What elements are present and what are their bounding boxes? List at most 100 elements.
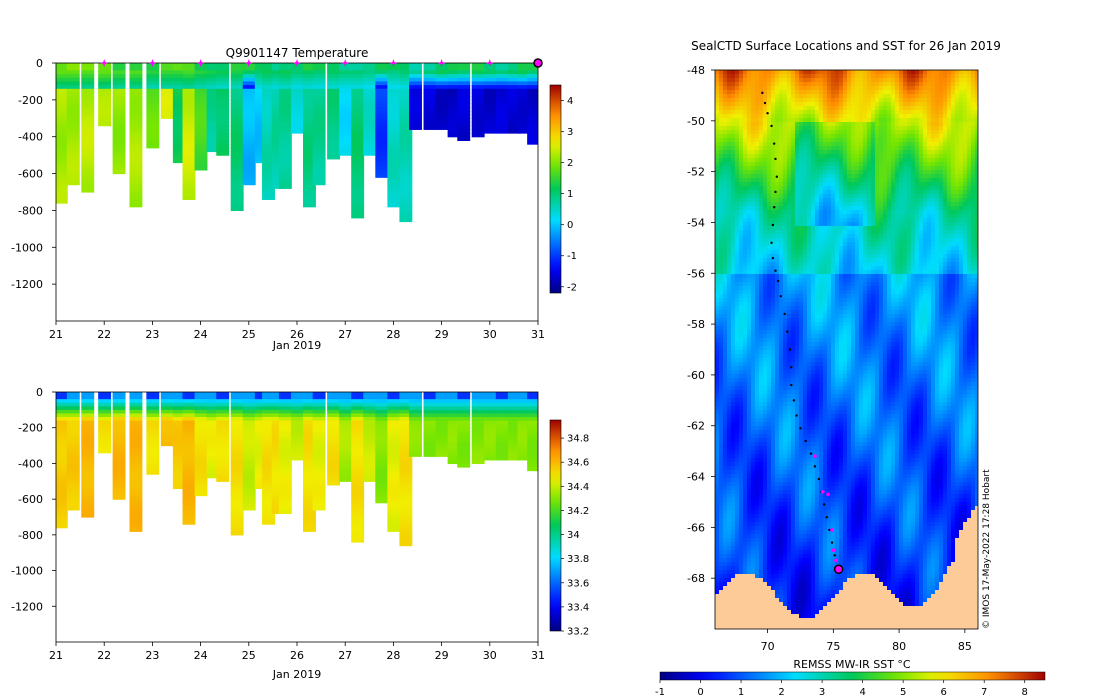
heatmap-cell [262, 452, 275, 457]
heatmap-cell [112, 470, 126, 475]
sst-pixel [747, 118, 752, 123]
heatmap-cell [206, 107, 220, 112]
sst-pixel [723, 114, 728, 119]
sst-pixel [827, 126, 832, 131]
heatmap-cell [242, 463, 256, 468]
heatmap-cell [230, 85, 244, 90]
sst-pixel [895, 210, 900, 215]
heatmap-cell [182, 125, 196, 130]
heatmap-cell [507, 63, 521, 68]
sst-pixel [767, 222, 772, 227]
heatmap-cell [351, 492, 365, 497]
heatmap-cell [517, 449, 531, 454]
sst-pixel [927, 154, 932, 159]
sst-pixel [879, 78, 884, 83]
sst-pixel [975, 218, 978, 223]
heatmap-cell [271, 420, 285, 425]
sst-pixel [963, 158, 968, 163]
heatmap-cell [146, 85, 160, 90]
sst-pixel [839, 102, 844, 107]
heatmap-cell [112, 66, 126, 71]
sst-pixel [919, 202, 924, 207]
sst-pixel [727, 74, 732, 79]
sst-pixel [767, 150, 772, 155]
heatmap-cell [339, 459, 353, 465]
heatmap-cell [66, 431, 80, 436]
sst-pixel [867, 78, 872, 83]
heatmap-cell [56, 399, 68, 404]
heatmap-cell [242, 147, 256, 153]
heatmap-cell [495, 110, 509, 116]
colorbar-tick-label: 34.6 [567, 458, 589, 469]
sst-pixel [723, 186, 728, 191]
sst-pixel [847, 130, 852, 135]
sst-pixel [779, 114, 784, 119]
sst-pixel [935, 106, 940, 111]
sst-pixel [911, 166, 916, 171]
heatmap-cell [351, 114, 365, 119]
sst-pixel [923, 174, 928, 179]
sst-pixel [719, 118, 724, 123]
heatmap-cell [471, 88, 485, 94]
heatmap-cell [399, 217, 413, 223]
sst-pixel [719, 158, 724, 163]
heatmap-cell [216, 70, 230, 75]
heatmap-cell [182, 509, 196, 515]
sst-pixel [879, 202, 884, 207]
heatmap-cell [435, 420, 449, 425]
heatmap-cell [271, 424, 285, 429]
sst-pixel [767, 214, 772, 219]
sst-pixel [951, 162, 956, 167]
heatmap-cell [527, 107, 538, 112]
sst-pixel [931, 182, 936, 187]
sst-pixel [843, 130, 848, 135]
sst-pixel [855, 70, 860, 75]
heatmap-cell [129, 192, 143, 197]
sst-pixel [763, 198, 768, 203]
heatmap-cell [81, 424, 95, 429]
heatmap-cell [262, 85, 275, 90]
sst-pixel [955, 218, 960, 223]
sst-pixel [915, 142, 920, 147]
sst-pixel [967, 202, 972, 207]
sst-pixel [887, 214, 892, 219]
sst-pixel [783, 154, 788, 159]
sst-pixel [855, 146, 860, 151]
heatmap-cell [56, 427, 68, 432]
heatmap-cell [172, 129, 186, 134]
sst-pixel [795, 114, 800, 119]
sst-pixel [863, 162, 868, 167]
colorbar-tick-label: 4 [567, 96, 573, 107]
sst-pixel [835, 154, 840, 159]
heatmap-cell [271, 492, 285, 497]
sst-pixel [771, 110, 776, 115]
sst-pixel [743, 82, 748, 87]
sst-pixel [879, 150, 884, 155]
sst-pixel [771, 102, 776, 107]
heatmap-cell [242, 406, 256, 411]
heatmap-cell [112, 413, 126, 418]
sst-pixel [959, 214, 964, 219]
sst-pixel [771, 170, 776, 175]
sst-pixel [779, 106, 784, 111]
sst-pixel [907, 94, 912, 99]
sst-pixel [883, 114, 888, 119]
sst-pixel [871, 202, 876, 207]
sst-pixel [879, 170, 884, 175]
sst-pixel [731, 78, 736, 83]
heatmap-cell [312, 110, 326, 116]
heatmap-cell [160, 70, 174, 75]
sst-pixel [871, 170, 876, 175]
heatmap-cell [112, 118, 126, 123]
sst-pixel [863, 118, 868, 123]
heatmap-cell [254, 114, 268, 119]
sst-pixel [855, 226, 860, 231]
heatmap-cell [457, 409, 471, 415]
sst-pixel [743, 150, 748, 155]
sst-pixel [751, 70, 756, 75]
colorbar-tick-label: -2 [567, 282, 577, 293]
heatmap-cell [278, 395, 292, 400]
sst-pixel [943, 166, 948, 171]
heatmap-cell [483, 129, 497, 134]
heatmap-cell [66, 477, 80, 482]
